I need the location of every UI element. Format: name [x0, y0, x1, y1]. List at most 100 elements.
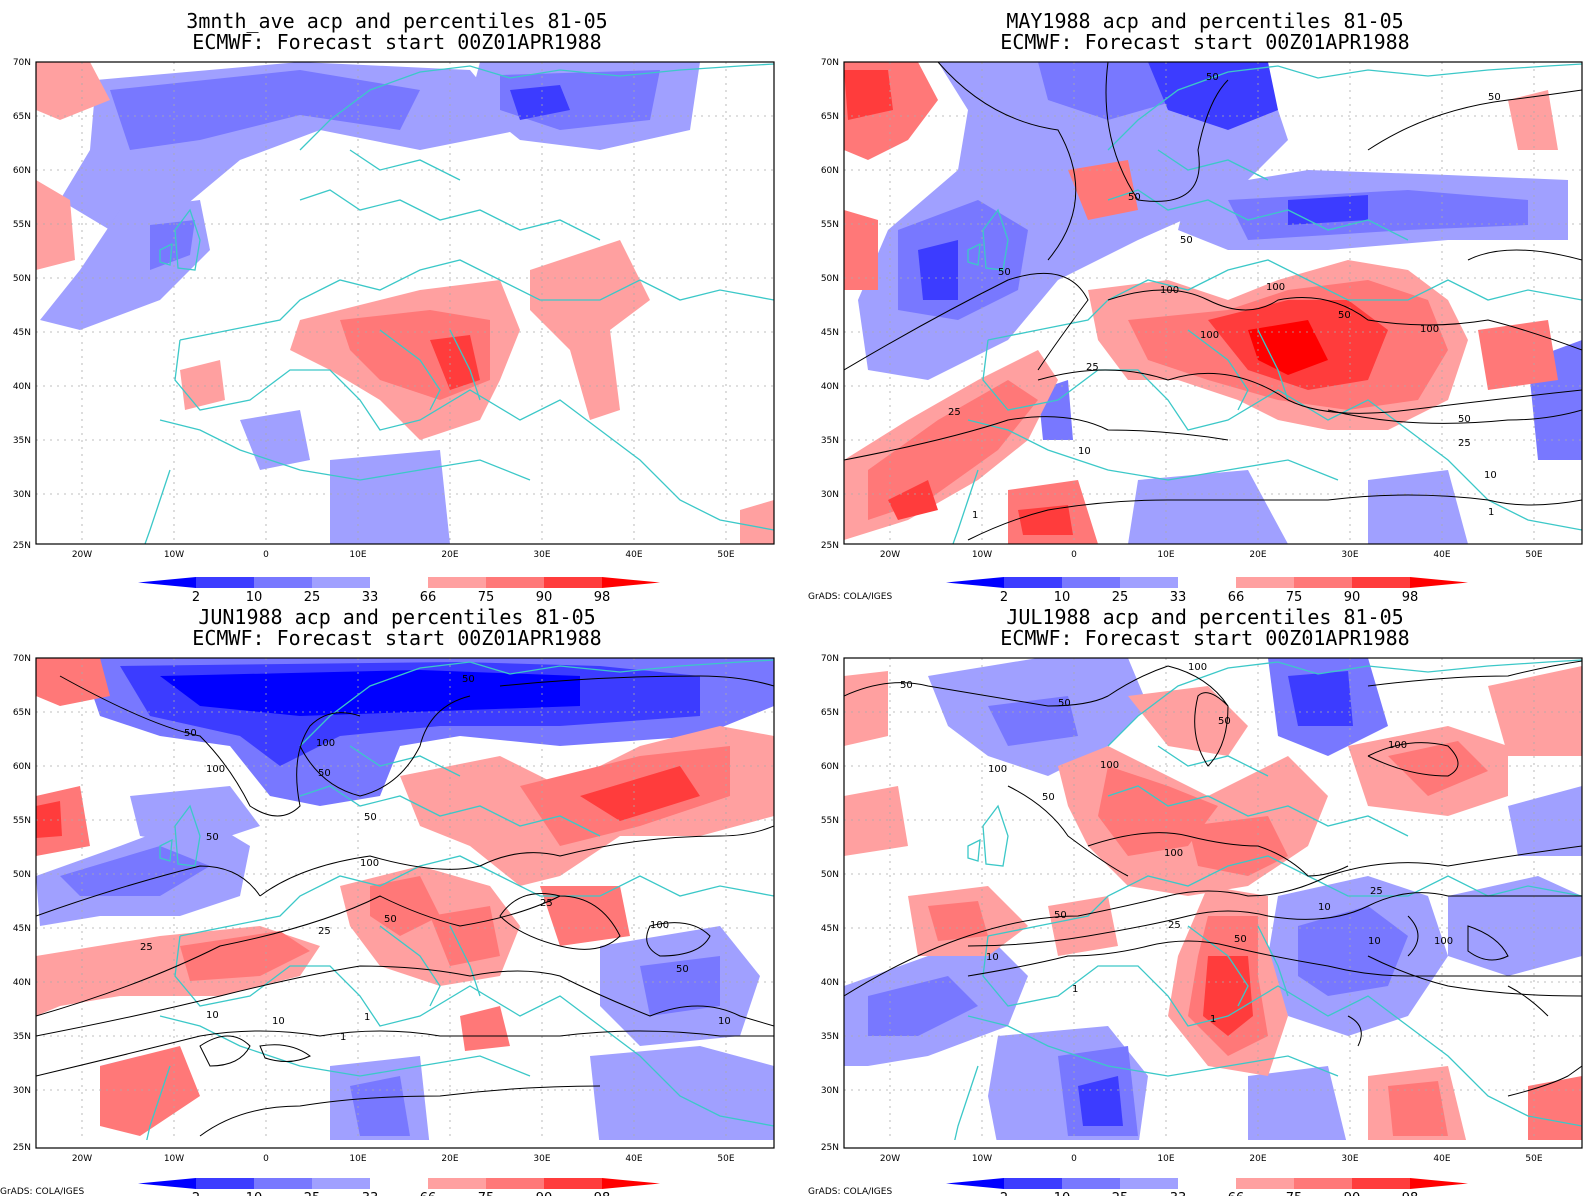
contour-label: 25 — [1458, 438, 1471, 449]
lon-tick: 50E — [717, 550, 734, 560]
contour-label: 25 — [1168, 920, 1181, 931]
anomaly-blob-blue — [590, 1046, 774, 1140]
contour-label: 25 — [540, 898, 553, 909]
anomaly-blob-red — [430, 335, 480, 390]
lon-tick: 10E — [349, 1154, 366, 1164]
map-frame — [843, 61, 1583, 545]
anomaly-blob-red — [530, 240, 650, 420]
panel-jul-1988: JUL1988 acp and percentiles 81-05 ECMWF:… — [808, 605, 1583, 1200]
lon-tick: 40E — [625, 1154, 642, 1164]
contour-label: 10 — [1368, 936, 1381, 947]
lon-tick: 20E — [1249, 550, 1266, 560]
grads-credit: GrADS: COLA/IGES — [808, 1187, 892, 1196]
contour-label: 50 — [676, 964, 689, 975]
colorbar-label: 33 — [362, 1191, 379, 1196]
lon-tick: 20W — [72, 550, 92, 560]
lon-tick-labels: 20W 10W 0 10E 20E 30E 40E 50E — [72, 1154, 735, 1164]
lon-tick: 20W — [880, 550, 900, 560]
anomaly-blob-blue — [1248, 1066, 1347, 1140]
colorbar-segment — [312, 1178, 370, 1189]
colorbar-segment — [1120, 1178, 1178, 1189]
colorbar-label: 10 — [246, 1191, 263, 1196]
lat-tick: 30N — [821, 490, 839, 500]
anomaly-blob-red — [540, 886, 630, 946]
anomaly-blob-red — [580, 766, 700, 821]
colorbar-label: 98 — [594, 590, 611, 605]
lat-tick: 30N — [821, 1086, 839, 1096]
anomaly-blob-red — [844, 786, 908, 856]
anomaly-blob-red — [1388, 741, 1488, 796]
lat-tick: 55N — [13, 816, 31, 826]
contour-label: 50 — [318, 768, 331, 779]
contour-label: 100 — [1100, 760, 1119, 771]
colorbar: 2 10 25 33 66 75 90 98 — [138, 577, 660, 605]
colorbar-label: 66 — [420, 590, 437, 605]
contour-label: 10 — [272, 1016, 285, 1027]
contour-label: 50 — [1488, 92, 1501, 103]
colorbar-segment — [196, 1178, 254, 1189]
colorbar-label: 66 — [1228, 590, 1245, 605]
lat-tick-labels: 70N 65N 60N 55N 50N 45N 40N 35N 30N 25N — [821, 58, 839, 551]
lon-tick: 0 — [263, 550, 269, 560]
colorbar-segment — [1062, 577, 1120, 588]
lat-tick: 50N — [821, 274, 839, 284]
colorbar-label: 25 — [304, 590, 321, 605]
lat-tick: 70N — [821, 58, 839, 68]
anomaly-blob-blue — [1288, 195, 1368, 225]
lat-tick: 45N — [821, 924, 839, 934]
colorbar: 2 10 25 33 66 75 90 98 — [138, 1178, 660, 1200]
anomaly-blob-red — [36, 62, 110, 120]
lon-tick: 0 — [1071, 550, 1077, 560]
anomaly-blob-red — [1528, 1076, 1582, 1140]
lon-tick: 20E — [441, 1154, 458, 1164]
lon-tick: 50E — [717, 1154, 734, 1164]
colorbar-arrow-high — [1410, 1178, 1468, 1189]
lat-tick-labels: 70N 65N 60N 55N 50N 45N 40N 35N 30N 25N — [13, 58, 31, 551]
colorbar-arrow-high — [602, 1178, 660, 1189]
anomaly-blob-red — [1478, 320, 1558, 390]
anomaly-blob-red — [1488, 666, 1582, 756]
lat-tick: 30N — [13, 1086, 31, 1096]
colorbar-label: 33 — [362, 590, 379, 605]
lat-tick: 55N — [13, 220, 31, 230]
anomaly-blob-red — [1188, 816, 1288, 876]
anomaly-blob-red — [460, 1006, 510, 1051]
anomaly-blob-blue — [868, 976, 978, 1036]
colorbar-label: 25 — [1112, 1191, 1129, 1196]
coastline — [144, 63, 774, 544]
contour-label: 10 — [986, 952, 999, 963]
colorbar-label: 10 — [1054, 1191, 1071, 1196]
contour-label: 100 — [360, 858, 379, 869]
colorbar-segment — [486, 577, 544, 588]
colorbar-segment — [1004, 577, 1062, 588]
contour-label: 10 — [1484, 470, 1497, 481]
lat-tick: 35N — [13, 1032, 31, 1042]
contour-label: 100 — [1388, 740, 1407, 751]
colorbar-label: 75 — [478, 590, 495, 605]
colorbar-segment — [1120, 577, 1178, 588]
contour-lines — [844, 660, 1582, 1097]
anomaly-blob-red — [928, 901, 988, 941]
map-frame — [35, 657, 775, 1149]
lat-tick: 50N — [821, 870, 839, 880]
colorbar-segment — [1062, 1178, 1120, 1189]
contour-label: 100 — [1164, 848, 1183, 859]
panel-title-line1: 3mnth_ave acp and percentiles 81-05 — [186, 9, 607, 33]
anomaly-blob-red — [100, 1046, 200, 1136]
colorbar-segment — [544, 577, 602, 588]
colorbar-arrow-low — [946, 577, 1004, 588]
lon-tick-labels: 20W 10W 0 10E 20E 30E 40E 50E — [880, 1154, 1543, 1164]
contour-labels: 50 50 100 50 50 50 100 100 50 25 25 100 … — [140, 674, 731, 1043]
anomaly-blob-blue — [1298, 906, 1408, 996]
grads-credit: GrADS: COLA/IGES — [808, 592, 892, 602]
contour-label: 50 — [1128, 192, 1141, 203]
contour-label: 50 — [206, 832, 219, 843]
anomaly-blob-red — [36, 658, 110, 706]
contour-label: 1 — [364, 1012, 370, 1023]
colorbar-segment — [1294, 1178, 1352, 1189]
contour-label: 50 — [1042, 792, 1055, 803]
colorbar-segment — [544, 1178, 602, 1189]
contour-lines — [844, 62, 1582, 541]
contour-label: 50 — [364, 812, 377, 823]
panel-title-line2: ECMWF: Forecast start 00Z01APR1988 — [1000, 30, 1409, 54]
